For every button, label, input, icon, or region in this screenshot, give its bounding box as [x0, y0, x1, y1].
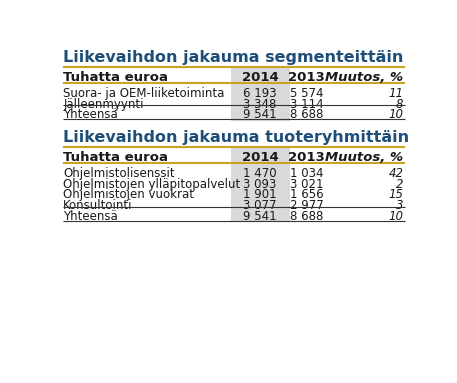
Text: 2014: 2014 — [242, 151, 279, 164]
Text: Yhteensä: Yhteensä — [64, 210, 118, 223]
Bar — [231, 147, 290, 222]
Text: Tuhatta euroa: Tuhatta euroa — [64, 70, 168, 83]
Text: 15: 15 — [388, 188, 404, 201]
Text: Konsultointi: Konsultointi — [64, 199, 133, 212]
Text: 42: 42 — [388, 167, 404, 180]
Text: Ohjelmistojen vuokrat: Ohjelmistojen vuokrat — [64, 188, 194, 201]
Text: 2014: 2014 — [242, 70, 279, 83]
Text: Muutos, %: Muutos, % — [325, 151, 404, 164]
Text: 8 688: 8 688 — [290, 108, 324, 121]
Text: 6 193: 6 193 — [244, 87, 277, 100]
Text: Suora- ja OEM-liiketoiminta: Suora- ja OEM-liiketoiminta — [64, 87, 225, 100]
Text: 9 541: 9 541 — [244, 108, 277, 121]
Text: 10: 10 — [388, 108, 404, 121]
Text: Liikevaihdon jakauma tuoteryhmittäin: Liikevaihdon jakauma tuoteryhmittäin — [64, 130, 409, 145]
Text: Tuhatta euroa: Tuhatta euroa — [64, 151, 168, 164]
Text: 10: 10 — [388, 210, 404, 223]
Text: 3 021: 3 021 — [290, 178, 324, 191]
Text: 3 348: 3 348 — [244, 98, 277, 111]
Text: Yhteensä: Yhteensä — [64, 108, 118, 121]
Text: 5 574: 5 574 — [290, 87, 324, 100]
Text: Liikevaihdon jakauma segmenteittäin: Liikevaihdon jakauma segmenteittäin — [64, 50, 404, 65]
Text: 2 977: 2 977 — [290, 199, 324, 212]
Text: 3 093: 3 093 — [244, 178, 277, 191]
Text: Jälleenmyynti: Jälleenmyynti — [64, 98, 144, 111]
Text: 2013: 2013 — [288, 151, 325, 164]
Text: Muutos, %: Muutos, % — [325, 70, 404, 83]
Text: 11: 11 — [388, 87, 404, 100]
Text: Ohjelmistojen ylläpitopalvelut: Ohjelmistojen ylläpitopalvelut — [64, 178, 240, 191]
Bar — [231, 67, 290, 121]
Text: 8: 8 — [396, 98, 404, 111]
Text: 9 541: 9 541 — [244, 210, 277, 223]
Text: 2013: 2013 — [288, 70, 325, 83]
Text: 1 470: 1 470 — [244, 167, 277, 180]
Text: 3 077: 3 077 — [244, 199, 277, 212]
Text: 1 901: 1 901 — [244, 188, 277, 201]
Text: 8 688: 8 688 — [290, 210, 324, 223]
Text: 2: 2 — [396, 178, 404, 191]
Text: Ohjelmistolisenssit: Ohjelmistolisenssit — [64, 167, 175, 180]
Text: 3 114: 3 114 — [290, 98, 324, 111]
Text: 3: 3 — [396, 199, 404, 212]
Text: 1 034: 1 034 — [290, 167, 324, 180]
Text: 1 656: 1 656 — [290, 188, 324, 201]
